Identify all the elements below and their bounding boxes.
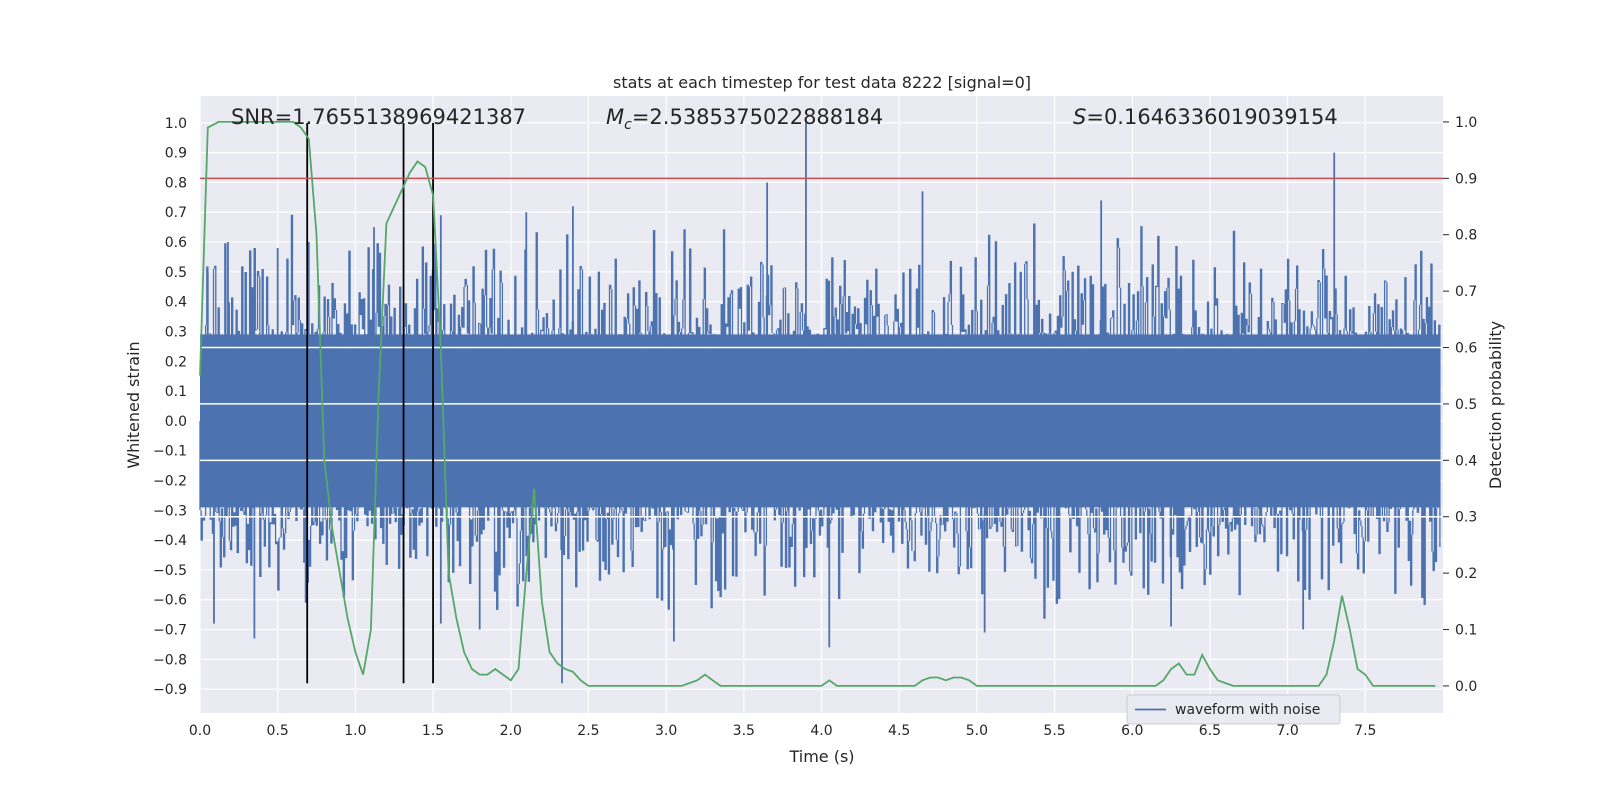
y-left-tick-label: 0.6 [165,235,187,251]
x-tick-label: 1.5 [422,723,444,739]
y-right-tick-label: 0.9 [1455,171,1477,187]
mc-subscript: c [624,117,632,133]
y-right-tick-labels: 1.0 0.9 0.8 0.7 0.6 0.5 0.4 0.3 0.2 0.1 0.0 [1443,115,1477,695]
y-left-tick-label: −0.6 [153,593,187,609]
legend-box [1126,694,1341,725]
waveform-with-noise-series [199,122,1441,684]
x-tick-label: 3.5 [733,723,755,739]
y-left-tick-label: −0.7 [153,623,187,639]
x-tick-label: 4.0 [810,723,832,739]
y-left-tick-label: −0.5 [153,563,187,579]
legend-label: waveform with noise [1175,702,1320,718]
y-right-tick-label: 1.0 [1455,115,1477,131]
y-left-tick-label: 0.8 [165,175,187,191]
y-right-tick-label: 0.0 [1455,679,1477,695]
x-tick-label: 2.5 [577,723,599,739]
x-tick-label: 3.0 [655,723,677,739]
y-right-tick-label: 0.1 [1455,623,1477,639]
x-tick-label: 0.0 [189,723,211,739]
y-left-tick-label: 0.0 [165,414,187,430]
s-annotation: S=0.1646336019039154 [1073,105,1338,129]
y-left-tick-label: −0.3 [153,503,187,519]
chirp-mass-annotation: Mc=2.5385375022888184 [606,105,883,133]
detection-probability-line [199,121,1436,687]
y-right-tick-label: 0.4 [1455,453,1477,469]
s-value: =0.1646336019039154 [1086,105,1337,129]
s-symbol: S [1073,105,1086,129]
x-tick-label: 7.5 [1354,723,1376,739]
y-left-tick-labels: 1.0 0.9 0.8 0.7 0.6 0.5 0.4 0.3 0.2 0.1 0.0 −0.1 −0.… [153,116,187,698]
y-left-tick-label: −0.1 [153,444,187,460]
y-axis-label-right: Detection probability [1486,321,1505,489]
x-tick-label: 6.5 [1199,723,1221,739]
x-tick-label: 2.0 [500,723,522,739]
y-right-tick-label: 0.3 [1455,510,1477,526]
y-right-tick-label: 0.5 [1455,397,1477,413]
right-gridlines [200,346,1443,518]
mc-symbol: M [606,105,624,129]
y-left-tick-label: −0.8 [153,652,187,668]
y-left-tick-label: 0.9 [165,146,187,162]
x-tick-labels: 0.0 0.5 1.0 1.5 2.0 2.5 3.0 3.5 4.0 4.5 5.0 5.5 6.0 6… [189,723,1377,739]
y-left-tick-label: 0.5 [165,265,187,281]
y-left-tick-label: −0.4 [153,533,187,549]
x-tick-label: 5.5 [1043,723,1065,739]
y-left-tick-label: 0.3 [165,324,187,340]
snr-annotation: SNR=1.7655138969421387 [231,105,526,129]
x-tick-label: 6.0 [1121,723,1143,739]
mc-value: =2.5385375022888184 [632,105,883,129]
chart-title: stats at each timestep for test data 822… [613,73,1031,92]
x-tick-label: 5.0 [966,723,988,739]
x-tick-label: 0.5 [267,723,289,739]
y-right-tick-label: 0.7 [1455,284,1477,300]
y-right-tick-label: 0.8 [1455,228,1477,244]
x-tick-label: 7.0 [1276,723,1298,739]
y-right-tick-label: 0.2 [1455,566,1477,582]
y-left-tick-label: 0.7 [165,205,187,221]
y-left-tick-label: 0.4 [165,295,187,311]
y-left-tick-label: −0.2 [153,474,187,490]
legend: waveform with noise [1126,694,1341,725]
y-axis-label-left: Whitened strain [124,341,143,468]
vertical-marker-lines [306,122,434,684]
x-tick-label: 1.0 [344,723,366,739]
y-left-tick-label: 0.2 [165,354,187,370]
y-left-tick-label: −0.9 [153,682,187,698]
y-right-tick-label: 0.6 [1455,341,1477,357]
x-tick-label: 4.5 [888,723,910,739]
y-left-tick-label: 0.1 [165,384,187,400]
y-left-tick-label: 1.0 [165,116,187,132]
x-axis-label: Time (s) [788,747,854,766]
